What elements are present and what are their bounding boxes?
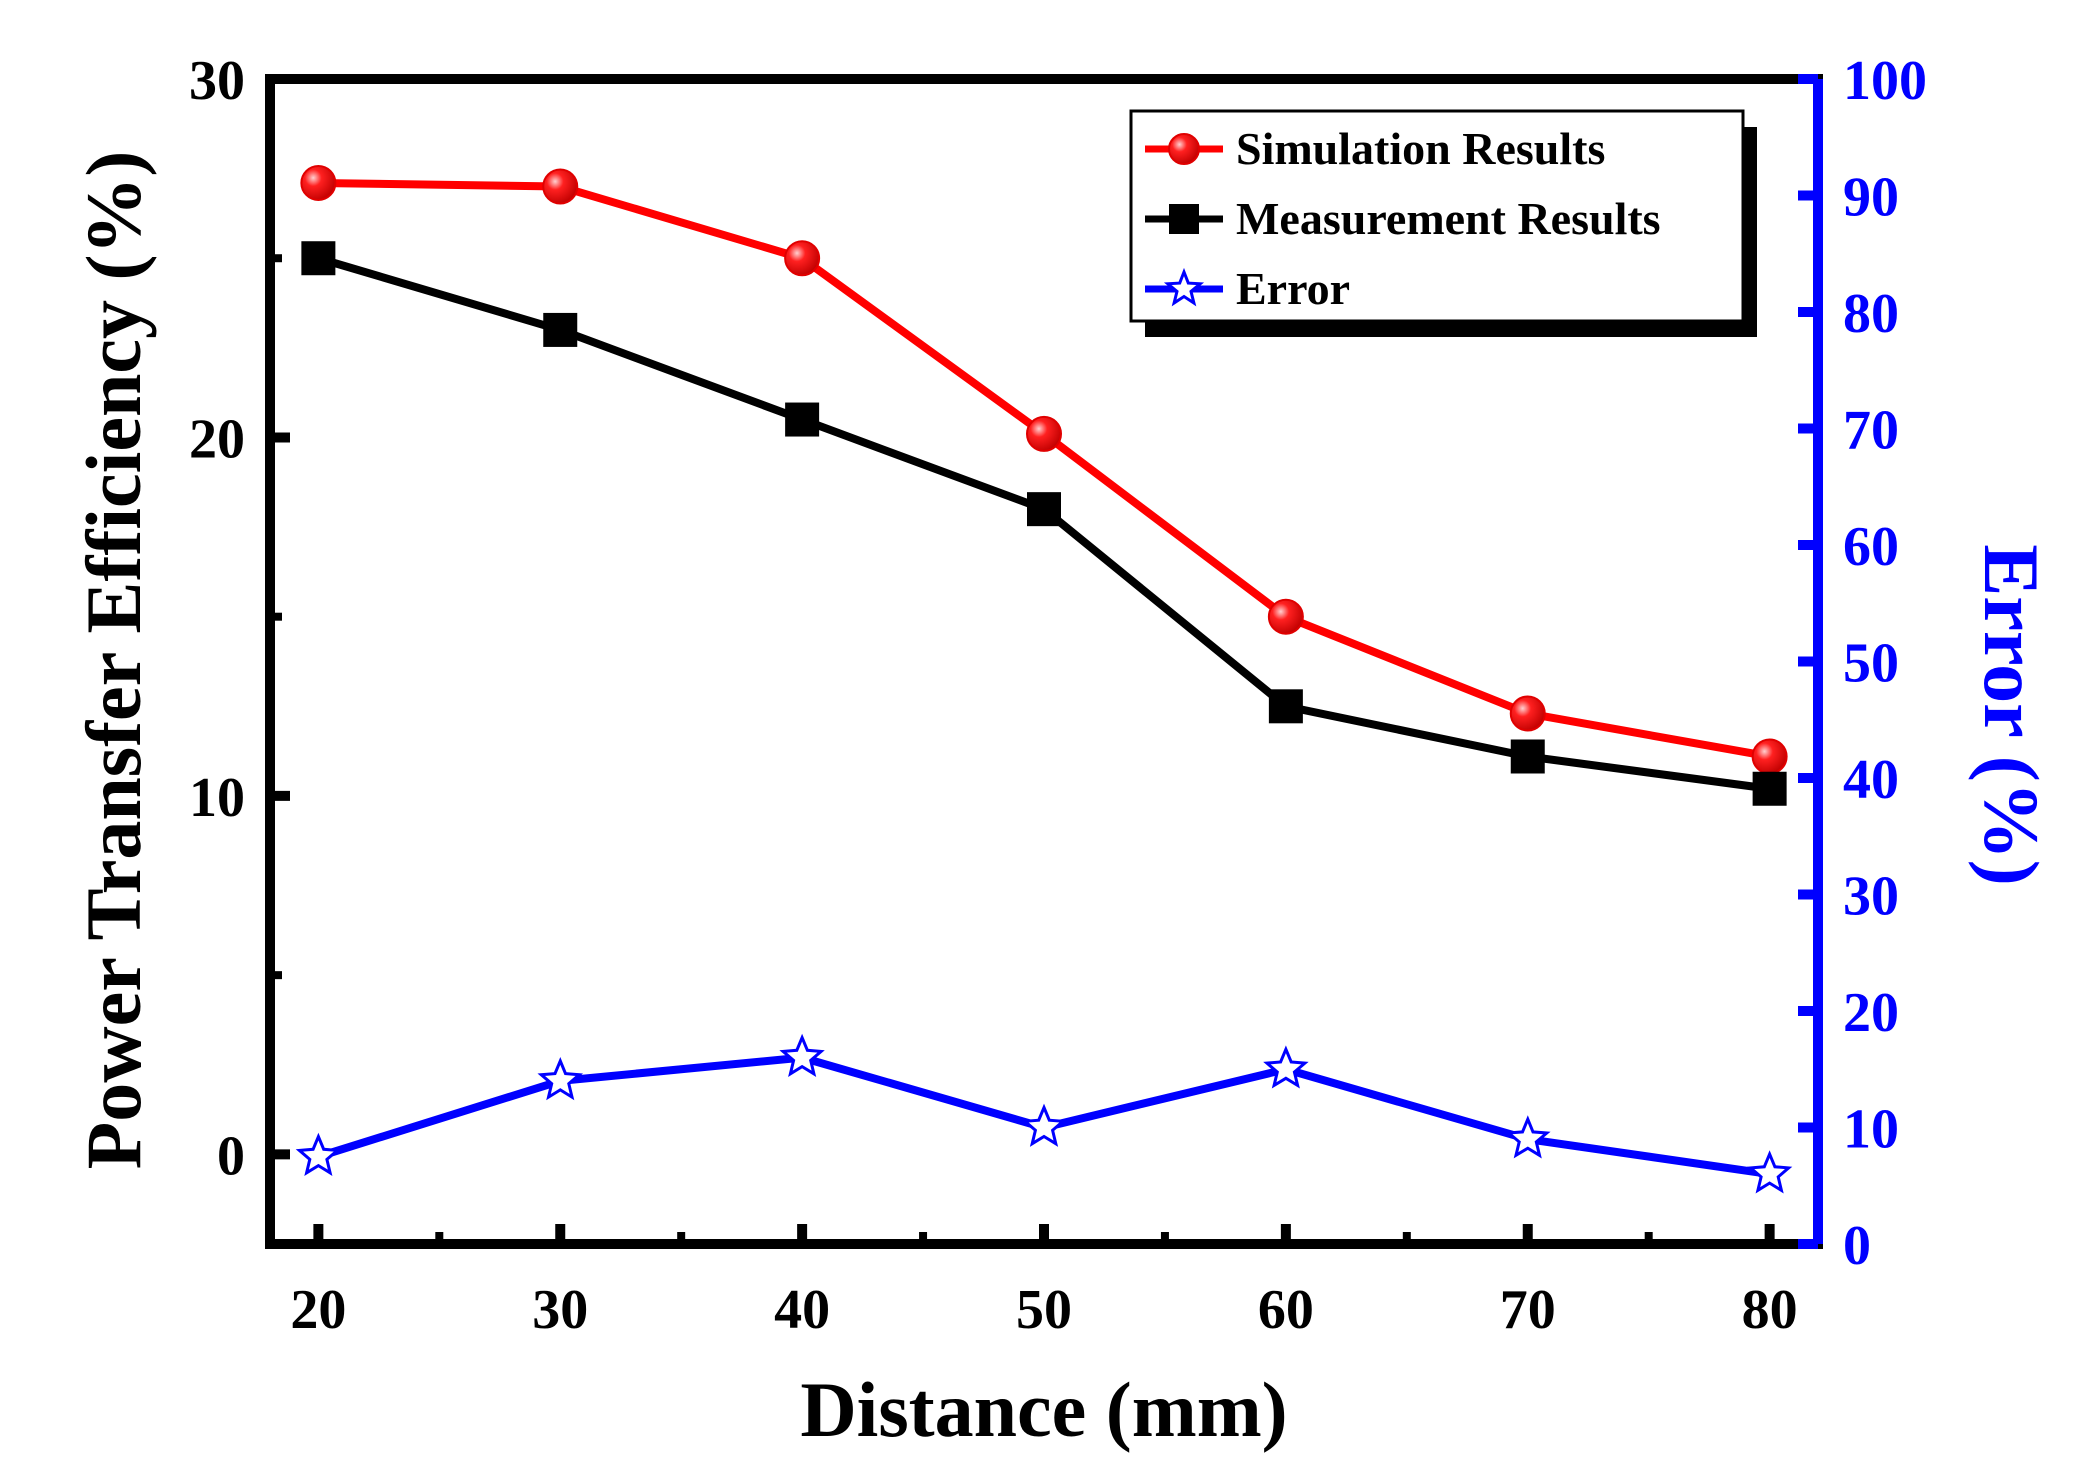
legend-label-measurement: Measurement Results bbox=[1236, 193, 1661, 244]
data-point-measurement bbox=[1268, 689, 1303, 724]
data-point-measurement bbox=[1752, 771, 1787, 806]
x-tick-label: 70 bbox=[1500, 1279, 1556, 1341]
legend: Simulation Results Measurement Results E… bbox=[1129, 109, 1757, 337]
data-point-error bbox=[1504, 1115, 1551, 1159]
data-point-measurement bbox=[1510, 739, 1545, 774]
y2-tick-label: 30 bbox=[1843, 866, 1899, 928]
x-tick-label: 60 bbox=[1258, 1279, 1314, 1341]
y2-tick-label: 80 bbox=[1843, 283, 1899, 345]
x-axis-title: Distance (mm) bbox=[800, 1366, 1287, 1453]
data-point-error bbox=[1263, 1045, 1309, 1089]
y-tick-label: 0 bbox=[217, 1125, 245, 1187]
data-point-error bbox=[779, 1033, 825, 1077]
data-point-simulation bbox=[1026, 415, 1062, 452]
data-point-error bbox=[537, 1056, 584, 1101]
data-point-simulation bbox=[542, 168, 579, 205]
data-point-measurement bbox=[785, 402, 820, 437]
y2-tick-label: 60 bbox=[1843, 516, 1899, 578]
x-tick-label: 40 bbox=[774, 1279, 830, 1341]
legend-marker-measurement bbox=[1169, 204, 1199, 234]
x-tick-label: 50 bbox=[1016, 1279, 1072, 1341]
data-point-error bbox=[295, 1132, 342, 1176]
data-point-simulation bbox=[1509, 695, 1546, 732]
data-point-simulation bbox=[784, 240, 821, 277]
y2-tick-label: 90 bbox=[1843, 167, 1899, 229]
data-point-simulation bbox=[1267, 598, 1304, 635]
y-tick-label: 10 bbox=[189, 767, 245, 829]
data-point-error bbox=[1021, 1103, 1067, 1147]
y-axis-title: Power Transfer Efficiency (%) bbox=[70, 151, 157, 1170]
data-point-error bbox=[1746, 1150, 1793, 1194]
legend-label-simulation: Simulation Results bbox=[1236, 123, 1605, 174]
y2-tick-label: 10 bbox=[1843, 1099, 1899, 1161]
legend-marker-error bbox=[1163, 267, 1205, 307]
legend-label-error: Error bbox=[1236, 263, 1350, 314]
data-point-simulation bbox=[300, 164, 337, 201]
y-tick-label: 20 bbox=[189, 408, 245, 470]
y2-tick-label: 0 bbox=[1843, 1215, 1871, 1277]
y2-tick-label: 50 bbox=[1843, 633, 1899, 695]
y2-tick-label: 70 bbox=[1843, 400, 1899, 462]
x-tick-label: 30 bbox=[532, 1279, 588, 1341]
y2-tick-label: 40 bbox=[1843, 749, 1899, 811]
data-point-measurement bbox=[1027, 492, 1061, 527]
x-tick-label: 20 bbox=[290, 1279, 346, 1341]
legend-marker-simulation bbox=[1168, 133, 1200, 165]
y2-tick-label: 100 bbox=[1843, 50, 1927, 112]
legend-box bbox=[1129, 109, 1745, 323]
data-point-measurement bbox=[543, 312, 578, 347]
data-point-measurement bbox=[301, 241, 336, 276]
y2-tick-label: 20 bbox=[1843, 982, 1899, 1044]
y-tick-label: 30 bbox=[189, 50, 245, 112]
data-point-simulation bbox=[1751, 738, 1788, 775]
x-tick-label: 80 bbox=[1742, 1279, 1798, 1341]
y2-axis-title: Error (%) bbox=[1968, 544, 2055, 886]
